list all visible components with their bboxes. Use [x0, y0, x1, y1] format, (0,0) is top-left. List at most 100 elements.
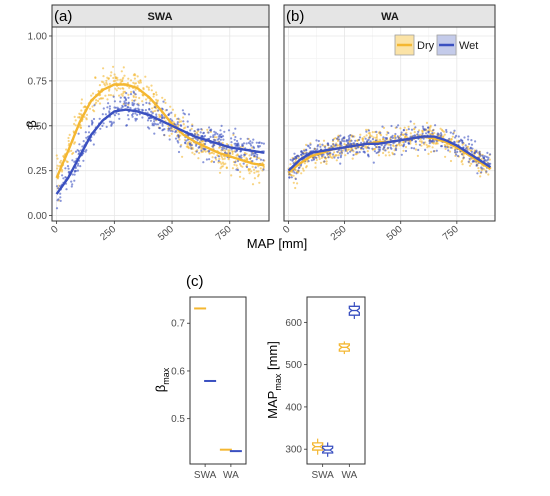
scatter-point-wet: [197, 146, 200, 149]
scatter-point-wet: [89, 139, 92, 142]
scatter-point-wet: [190, 147, 193, 150]
scatter-point-wet: [360, 146, 363, 149]
scatter-point-wet: [341, 139, 344, 142]
scatter-point-wet: [339, 156, 342, 159]
scatter-point-wet: [407, 142, 411, 145]
scatter-point-dry: [319, 161, 323, 164]
scatter-point-dry: [120, 93, 123, 96]
scatter-point-dry: [90, 94, 93, 97]
scatter-point-wet: [435, 149, 438, 152]
scatter-point-wet: [355, 151, 358, 154]
scatter-point-dry: [391, 144, 395, 147]
scatter-point-wet: [293, 152, 296, 155]
scatter-point-wet: [347, 142, 350, 145]
scatter-point-wet: [343, 137, 346, 140]
scatter-point-dry: [384, 154, 387, 157]
scatter-point-dry: [73, 115, 76, 118]
scatter-point-wet: [350, 139, 353, 142]
scatter-point-dry: [388, 143, 391, 146]
scatter-point-dry: [130, 90, 133, 94]
scatter-point-wet: [189, 129, 192, 132]
scatter-point-wet: [319, 145, 322, 148]
scatter-point-dry: [201, 150, 205, 153]
scatter-point-wet: [387, 146, 390, 149]
scatter-point-wet: [395, 148, 398, 152]
scatter-point-wet: [82, 159, 85, 162]
scatter-point-dry: [85, 117, 88, 120]
scatter-point-wet: [340, 144, 343, 147]
scatter-point-dry: [425, 121, 429, 124]
scatter-point-wet: [59, 199, 62, 202]
scatter-point-wet: [141, 109, 145, 112]
scatter-point-wet: [394, 136, 397, 139]
scatter-point-wet: [87, 131, 91, 134]
scatter-point-dry: [388, 154, 391, 157]
scatter-point-wet: [338, 152, 342, 155]
scatter-point-wet: [400, 133, 403, 136]
scatter-point-dry: [378, 138, 382, 141]
scatter-point-wet: [373, 150, 376, 153]
scatter-point-dry: [91, 92, 95, 95]
scatter-point-wet: [92, 143, 95, 146]
scatter-point-wet: [55, 207, 59, 210]
legend: Dry Wet: [394, 34, 478, 56]
scatter-point-wet: [331, 153, 335, 156]
scatter-point-wet: [186, 125, 189, 128]
scatter-point-dry: [221, 161, 225, 164]
scatter-point-wet: [251, 160, 254, 163]
scatter-point-dry: [133, 73, 136, 76]
scatter-point-wet: [123, 96, 126, 99]
scatter-point-wet: [77, 162, 80, 165]
x-tick-label: SWA: [194, 470, 217, 481]
scatter-point-dry: [443, 143, 446, 147]
panel-c2-x-ticks: SWA WA: [311, 464, 358, 481]
scatter-point-wet: [217, 155, 221, 158]
scatter-point-dry: [367, 132, 370, 135]
scatter-point-wet: [104, 113, 107, 116]
scatter-point-dry: [257, 170, 260, 173]
scatter-point-dry: [141, 100, 144, 103]
panel-c2-marks: [312, 302, 360, 457]
scatter-point-wet: [162, 100, 165, 103]
scatter-point-dry: [231, 167, 234, 170]
scatter-point-wet: [295, 172, 298, 175]
scatter-point-wet: [395, 126, 398, 129]
scatter-point-dry: [409, 140, 412, 143]
scatter-point-wet: [445, 128, 448, 132]
scatter-point-wet: [394, 144, 398, 147]
scatter-point-wet: [64, 176, 67, 179]
scatter-point-dry: [132, 95, 135, 99]
scatter-point-dry: [248, 154, 251, 157]
scatter-point-wet: [127, 118, 130, 121]
panel-a-x-ticks: 0 250 500 750: [49, 221, 234, 243]
scatter-point-wet: [303, 149, 306, 152]
scatter-point-dry: [314, 161, 317, 165]
panel-b-gridlines: [284, 27, 495, 221]
scatter-point-dry: [431, 146, 434, 149]
scatter-point-wet: [125, 102, 128, 105]
scatter-point-wet: [479, 154, 482, 157]
scatter-point-wet: [71, 159, 74, 162]
scatter-point-wet: [177, 136, 180, 139]
scatter-point-dry: [375, 133, 378, 136]
scatter-point-wet: [134, 107, 137, 110]
scatter-point-dry: [477, 169, 480, 173]
scatter-point-wet: [56, 199, 59, 202]
scatter-point-wet: [61, 174, 64, 177]
scatter-point-wet: [153, 106, 157, 109]
scatter-point-dry: [335, 159, 338, 162]
scatter-point-dry: [95, 101, 98, 104]
scatter-point-wet: [367, 129, 371, 132]
y-tick-label: 0.25: [28, 166, 48, 177]
x-tick-label: 750: [441, 224, 461, 243]
scatter-point-dry: [302, 169, 305, 172]
scatter-point-wet: [193, 133, 196, 136]
scatter-point-dry: [248, 172, 251, 175]
scatter-point-wet: [222, 138, 225, 141]
scatter-point-wet: [131, 115, 134, 118]
scatter-point-dry: [470, 162, 473, 165]
scatter-point-wet: [316, 148, 319, 151]
scatter-point-dry: [129, 79, 133, 82]
scatter-point-dry: [433, 132, 436, 135]
scatter-point-wet: [467, 138, 470, 141]
